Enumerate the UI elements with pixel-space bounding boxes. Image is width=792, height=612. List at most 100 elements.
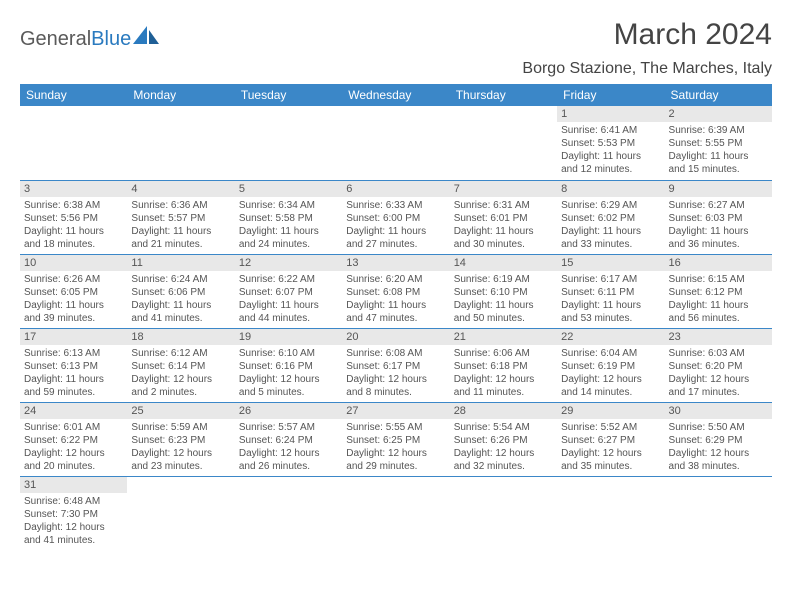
- daylight-text: and 14 minutes.: [561, 386, 660, 399]
- sunrise-text: Sunrise: 5:50 AM: [669, 421, 768, 434]
- calendar-day: 31Sunrise: 6:48 AMSunset: 7:30 PMDayligh…: [20, 476, 127, 550]
- sunset-text: Sunset: 6:11 PM: [561, 286, 660, 299]
- calendar-week: 3Sunrise: 6:38 AMSunset: 5:56 PMDaylight…: [20, 180, 772, 254]
- calendar-day: [235, 476, 342, 550]
- day-number: 31: [20, 477, 127, 493]
- sunrise-text: Sunrise: 6:22 AM: [239, 273, 338, 286]
- brand-part2: Blue: [91, 28, 131, 50]
- daylight-text: and 18 minutes.: [24, 238, 123, 251]
- day-body: Sunrise: 6:39 AMSunset: 5:55 PMDaylight:…: [665, 122, 772, 178]
- calendar-day: [20, 106, 127, 180]
- location-subtitle: Borgo Stazione, The Marches, Italy: [522, 60, 772, 78]
- day-number: 12: [235, 255, 342, 271]
- calendar-day: 28Sunrise: 5:54 AMSunset: 6:26 PMDayligh…: [450, 402, 557, 476]
- daylight-text: and 23 minutes.: [131, 460, 230, 473]
- sunset-text: Sunset: 6:17 PM: [346, 360, 445, 373]
- daylight-text: and 17 minutes.: [669, 386, 768, 399]
- daylight-text: Daylight: 11 hours: [24, 225, 123, 238]
- daylight-text: Daylight: 12 hours: [346, 447, 445, 460]
- daylight-text: Daylight: 11 hours: [131, 225, 230, 238]
- day-number: 3: [20, 181, 127, 197]
- day-number: 27: [342, 403, 449, 419]
- day-number: 4: [127, 181, 234, 197]
- day-body: Sunrise: 5:50 AMSunset: 6:29 PMDaylight:…: [665, 419, 772, 475]
- daylight-text: Daylight: 11 hours: [454, 299, 553, 312]
- day-number: 26: [235, 403, 342, 419]
- sunset-text: Sunset: 6:08 PM: [346, 286, 445, 299]
- day-body: Sunrise: 6:38 AMSunset: 5:56 PMDaylight:…: [20, 197, 127, 253]
- daylight-text: and 39 minutes.: [24, 312, 123, 325]
- daylight-text: Daylight: 11 hours: [24, 299, 123, 312]
- day-body: Sunrise: 6:29 AMSunset: 6:02 PMDaylight:…: [557, 197, 664, 253]
- calendar-table: Sunday Monday Tuesday Wednesday Thursday…: [20, 84, 772, 550]
- weekday-header: Friday: [557, 84, 664, 106]
- day-body: Sunrise: 6:04 AMSunset: 6:19 PMDaylight:…: [557, 345, 664, 401]
- day-number: 30: [665, 403, 772, 419]
- sunrise-text: Sunrise: 6:34 AM: [239, 199, 338, 212]
- daylight-text: Daylight: 12 hours: [131, 373, 230, 386]
- calendar-day: 1Sunrise: 6:41 AMSunset: 5:53 PMDaylight…: [557, 106, 664, 180]
- calendar-day: 19Sunrise: 6:10 AMSunset: 6:16 PMDayligh…: [235, 328, 342, 402]
- day-number: 20: [342, 329, 449, 345]
- weekday-header: Monday: [127, 84, 234, 106]
- daylight-text: and 5 minutes.: [239, 386, 338, 399]
- day-body: Sunrise: 6:19 AMSunset: 6:10 PMDaylight:…: [450, 271, 557, 327]
- calendar-week: 31Sunrise: 6:48 AMSunset: 7:30 PMDayligh…: [20, 476, 772, 550]
- sunset-text: Sunset: 6:25 PM: [346, 434, 445, 447]
- sunset-text: Sunset: 6:29 PM: [669, 434, 768, 447]
- weekday-header: Tuesday: [235, 84, 342, 106]
- daylight-text: Daylight: 12 hours: [669, 373, 768, 386]
- day-body: Sunrise: 6:12 AMSunset: 6:14 PMDaylight:…: [127, 345, 234, 401]
- calendar-day: [235, 106, 342, 180]
- day-number: 14: [450, 255, 557, 271]
- sunset-text: Sunset: 6:24 PM: [239, 434, 338, 447]
- sunset-text: Sunset: 6:12 PM: [669, 286, 768, 299]
- day-body: Sunrise: 6:34 AMSunset: 5:58 PMDaylight:…: [235, 197, 342, 253]
- day-body: Sunrise: 6:08 AMSunset: 6:17 PMDaylight:…: [342, 345, 449, 401]
- calendar-day: 12Sunrise: 6:22 AMSunset: 6:07 PMDayligh…: [235, 254, 342, 328]
- sunset-text: Sunset: 5:56 PM: [24, 212, 123, 225]
- daylight-text: Daylight: 11 hours: [561, 225, 660, 238]
- sunrise-text: Sunrise: 6:01 AM: [24, 421, 123, 434]
- daylight-text: Daylight: 11 hours: [131, 299, 230, 312]
- day-number: 8: [557, 181, 664, 197]
- sunset-text: Sunset: 6:19 PM: [561, 360, 660, 373]
- day-body: Sunrise: 5:52 AMSunset: 6:27 PMDaylight:…: [557, 419, 664, 475]
- sunset-text: Sunset: 6:03 PM: [669, 212, 768, 225]
- daylight-text: and 24 minutes.: [239, 238, 338, 251]
- day-body: Sunrise: 5:57 AMSunset: 6:24 PMDaylight:…: [235, 419, 342, 475]
- calendar-day: 17Sunrise: 6:13 AMSunset: 6:13 PMDayligh…: [20, 328, 127, 402]
- day-number: 23: [665, 329, 772, 345]
- sunrise-text: Sunrise: 5:57 AM: [239, 421, 338, 434]
- calendar-day: 13Sunrise: 6:20 AMSunset: 6:08 PMDayligh…: [342, 254, 449, 328]
- day-body: Sunrise: 6:26 AMSunset: 6:05 PMDaylight:…: [20, 271, 127, 327]
- calendar-week: 10Sunrise: 6:26 AMSunset: 6:05 PMDayligh…: [20, 254, 772, 328]
- sunrise-text: Sunrise: 6:39 AM: [669, 124, 768, 137]
- day-number: 29: [557, 403, 664, 419]
- sunset-text: Sunset: 6:10 PM: [454, 286, 553, 299]
- daylight-text: Daylight: 11 hours: [239, 299, 338, 312]
- day-number: 24: [20, 403, 127, 419]
- calendar-day: 7Sunrise: 6:31 AMSunset: 6:01 PMDaylight…: [450, 180, 557, 254]
- daylight-text: and 41 minutes.: [24, 534, 123, 547]
- day-number: 17: [20, 329, 127, 345]
- calendar-day: [127, 476, 234, 550]
- day-body: Sunrise: 6:24 AMSunset: 6:06 PMDaylight:…: [127, 271, 234, 327]
- day-body: Sunrise: 6:17 AMSunset: 6:11 PMDaylight:…: [557, 271, 664, 327]
- daylight-text: and 11 minutes.: [454, 386, 553, 399]
- daylight-text: and 53 minutes.: [561, 312, 660, 325]
- sunset-text: Sunset: 6:13 PM: [24, 360, 123, 373]
- sunrise-text: Sunrise: 6:15 AM: [669, 273, 768, 286]
- daylight-text: Daylight: 12 hours: [346, 373, 445, 386]
- daylight-text: and 32 minutes.: [454, 460, 553, 473]
- daylight-text: Daylight: 12 hours: [24, 447, 123, 460]
- daylight-text: Daylight: 12 hours: [239, 447, 338, 460]
- day-body: Sunrise: 6:06 AMSunset: 6:18 PMDaylight:…: [450, 345, 557, 401]
- sunrise-text: Sunrise: 6:20 AM: [346, 273, 445, 286]
- daylight-text: and 30 minutes.: [454, 238, 553, 251]
- month-title: March 2024: [522, 18, 772, 52]
- daylight-text: Daylight: 11 hours: [669, 299, 768, 312]
- daylight-text: and 47 minutes.: [346, 312, 445, 325]
- calendar-day: 23Sunrise: 6:03 AMSunset: 6:20 PMDayligh…: [665, 328, 772, 402]
- daylight-text: Daylight: 12 hours: [24, 521, 123, 534]
